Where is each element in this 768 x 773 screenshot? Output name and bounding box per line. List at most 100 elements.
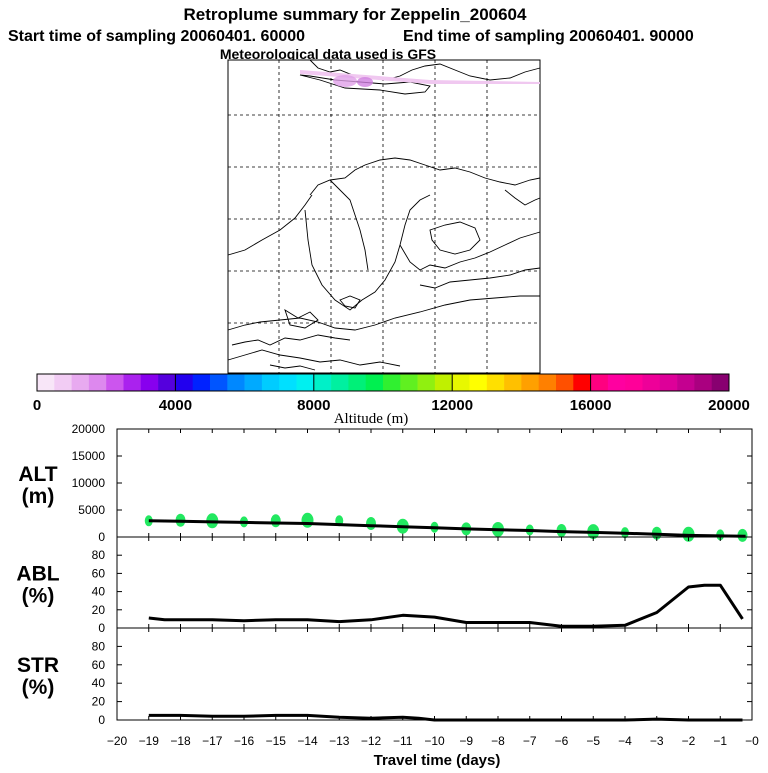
colorbar-swatch [607, 374, 626, 391]
y-tick-label: 40 [92, 585, 106, 599]
colorbar-swatch [694, 374, 712, 391]
x-tick-label: −15 [266, 734, 287, 748]
panel-label: ALT [18, 463, 57, 486]
colorbar-swatch [556, 374, 574, 391]
y-tick-label: 20 [92, 695, 106, 709]
y-tick-label: 60 [92, 566, 106, 580]
colorbar-tick-label: 20000 [708, 397, 750, 414]
colorbar-swatch [158, 374, 176, 391]
map-grid [228, 60, 540, 373]
x-tick-label: −14 [297, 734, 318, 748]
str-series-line [148, 713, 743, 722]
timeseries-panels: 05000100001500020000ALT(m)020406080ABL(%… [16, 422, 753, 727]
x-tick-labels: −20 −19 −18 −17 −16 −15 −14 −13 −12 −11 −10 −9 −8 −7 −… [107, 734, 759, 748]
x-tick-label: −17 [202, 734, 223, 748]
x-tick-label: −6 [555, 734, 569, 748]
colorbar-swatch [625, 374, 643, 391]
altitude-colorbar [36, 373, 730, 392]
x-tick-label: −9 [459, 734, 473, 748]
colorbar-tick-label: 0 [33, 397, 41, 414]
x-tick-label: −0 [745, 734, 759, 748]
y-tick-label: 20 [92, 603, 106, 617]
panel-frame [116, 627, 753, 721]
y-tick-label: 20000 [72, 422, 106, 436]
colorbar-swatch [400, 374, 418, 391]
colorbar-swatch [659, 374, 678, 391]
colorbar-swatch [140, 374, 159, 391]
colorbar-swatch [365, 374, 384, 391]
colorbar-swatch [296, 374, 315, 391]
colorbar-swatch [573, 374, 591, 391]
y-tick-label: 0 [98, 621, 105, 635]
altitude-point [366, 517, 376, 530]
colorbar-swatch [504, 374, 522, 391]
y-tick-label: 0 [98, 713, 105, 727]
colorbar-swatch [711, 374, 730, 391]
colorbar-swatch [590, 374, 609, 391]
colorbar-swatch [331, 374, 349, 391]
colorbar-swatch [348, 374, 366, 391]
colorbar-tick-labels: 0 4000 8000 12000 16000 20000 [33, 397, 750, 414]
x-tick-label: −10 [424, 734, 445, 748]
x-tick-label: −7 [523, 734, 537, 748]
colorbar-swatch [244, 374, 263, 391]
colorbar-label: Altitude (m) [334, 411, 409, 427]
y-tick-label: 40 [92, 676, 106, 690]
alt-series-line [148, 519, 746, 538]
panel-label: (m) [22, 485, 55, 508]
x-tick-label: −18 [170, 734, 191, 748]
panel-str: 0 20 40 60 80 STR(%) [17, 627, 753, 727]
x-tick-label: −8 [491, 734, 505, 748]
end-time-label: End time of sampling 20060401. 90000 [403, 28, 694, 45]
y-tick-label: 10000 [72, 476, 106, 490]
altitude-point [301, 512, 314, 528]
colorbar-swatch [54, 374, 72, 391]
colorbar-swatch [210, 374, 228, 391]
x-tick-label: −11 [393, 734, 413, 748]
x-tick-label: −3 [650, 734, 664, 748]
panel-abl: 0 20 40 60 80 ABL(%) [16, 536, 753, 635]
colorbar-swatch [88, 374, 107, 391]
y-tick-label: 80 [92, 639, 106, 653]
colorbar-swatch [434, 374, 453, 391]
altitude-point [270, 514, 281, 528]
panel-alt: 0 5000 10000 15000 20000 ALT(m) [18, 422, 753, 544]
colorbar-swatch [642, 374, 661, 391]
met-data-label: Meteorological data used is GFS [220, 46, 436, 62]
colorbar-swatch [123, 374, 142, 391]
colorbar-tick-label: 12000 [431, 397, 473, 414]
colorbar-swatch [521, 374, 539, 391]
x-tick-label: −16 [234, 734, 255, 748]
x-tick-label: −13 [329, 734, 350, 748]
x-tick-label: −1 [713, 734, 727, 748]
colorbar-tick-label: 16000 [570, 397, 612, 414]
plume-feature [300, 70, 540, 87]
colorbar-swatch [37, 374, 55, 391]
panel-label: STR [17, 654, 59, 677]
altitude-point [144, 515, 153, 527]
colorbar-swatch [486, 374, 505, 391]
colorbar-swatch [313, 374, 332, 391]
panel-label: (%) [22, 585, 55, 608]
x-axis-label: Travel time (days) [374, 752, 501, 768]
y-tick-label: 15000 [72, 449, 106, 463]
colorbar-swatch [452, 374, 470, 391]
colorbar-tick-label: 4000 [159, 397, 192, 414]
colorbar-tick-label: 8000 [297, 397, 330, 414]
map-frame [227, 59, 541, 374]
y-tick-label: 80 [92, 548, 106, 562]
y-tick-label: 0 [98, 530, 105, 544]
colorbar-swatch [227, 374, 245, 391]
colorbar-swatch [469, 374, 488, 391]
panel-label: (%) [22, 676, 55, 699]
colorbar-swatch [417, 374, 436, 391]
colorbar-swatch [192, 374, 211, 391]
start-time-label: Start time of sampling 20060401. 60000 [8, 28, 305, 45]
colorbar-frame [36, 373, 730, 392]
x-tick-label: −12 [361, 734, 382, 748]
colorbar-swatch [677, 374, 695, 391]
panel-label: ABL [16, 563, 59, 586]
colorbar-swatch [538, 374, 557, 391]
y-tick-label: 60 [92, 658, 106, 672]
